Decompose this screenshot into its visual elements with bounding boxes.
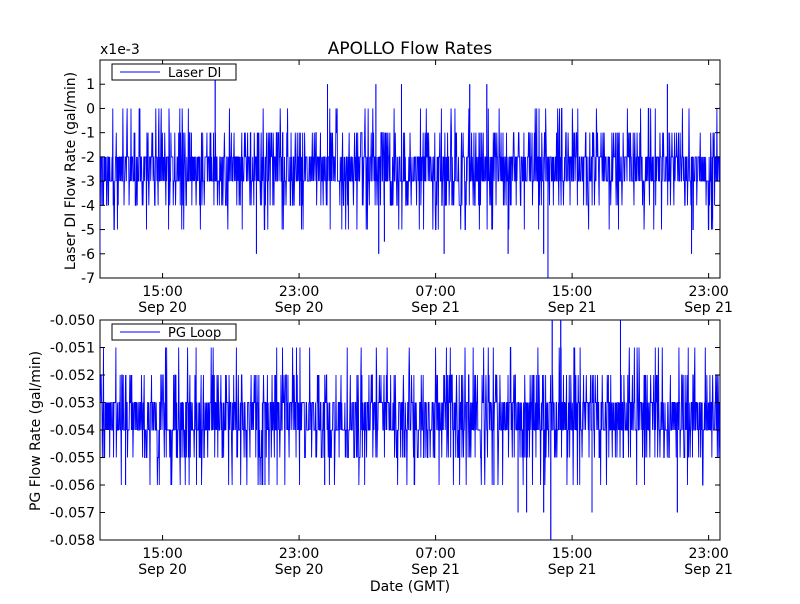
y-multiplier-label: x1e-3	[100, 42, 140, 58]
y-tick-label: 1	[86, 77, 95, 93]
chart-title: APOLLO Flow Rates	[328, 39, 493, 59]
legend-label: PG Loop	[168, 326, 221, 341]
x-tick-label-date: Sep 21	[411, 300, 460, 316]
x-tick-label-time: 23:00	[688, 284, 728, 300]
y-tick-label: -0.051	[50, 341, 95, 357]
y-tick-label: -0.056	[50, 478, 95, 494]
legend-box	[111, 323, 237, 341]
x-tick-label-date: Sep 21	[684, 562, 733, 578]
x-tick-label-time: 07:00	[415, 546, 455, 562]
x-tick-label-date: Sep 21	[684, 300, 733, 316]
y-tick-label: -3	[81, 174, 95, 190]
x-tick-label-date: Sep 21	[548, 300, 597, 316]
x-tick-label-time: 15:00	[142, 284, 182, 300]
x-tick-label-date: Sep 21	[411, 562, 460, 578]
x-axis-label: Date (GMT)	[370, 579, 450, 595]
x-tick-label-time: 23:00	[279, 284, 319, 300]
y-tick-label: -4	[81, 198, 95, 214]
y-axis-label-pg: PG Flow Rate (gal/min)	[28, 351, 44, 511]
x-tick-label-time: 15:00	[552, 284, 592, 300]
pg-loop-panel: -0.050 -0.051 -0.052 -0.053 -0.054 -0.055 -0.0…	[50, 313, 733, 578]
y-tick-label: -0.055	[50, 451, 95, 467]
y-tick-label: -6	[81, 247, 95, 263]
y-tick-label: -0.057	[50, 506, 95, 522]
x-tick-label-date: Sep 20	[275, 562, 324, 578]
legend: Laser DI	[111, 63, 237, 81]
x-tick-label-time: 15:00	[552, 546, 592, 562]
y-axis-label-laser: Laser DI Flow Rate (gal/min)	[63, 72, 79, 270]
y-tick-label: -0.050	[50, 313, 95, 329]
y-tick-label: -5	[81, 223, 95, 239]
legend: PG Loop	[111, 323, 237, 341]
legend-box	[111, 63, 237, 81]
x-tick-label-date: Sep 20	[138, 300, 187, 316]
x-tick-label-date: Sep 21	[548, 562, 597, 578]
x-tick-label-date: Sep 20	[138, 562, 187, 578]
x-tick-label-time: 23:00	[279, 546, 319, 562]
x-tick-label-date: Sep 20	[275, 300, 324, 316]
y-tick-label: 0	[86, 101, 95, 117]
y-tick-label: -2	[81, 150, 95, 166]
y-tick-label: -7	[81, 271, 95, 287]
x-tick-label-time: 07:00	[415, 284, 455, 300]
y-tick-label: -1	[81, 126, 95, 142]
series-line-laser-di	[100, 72, 720, 278]
y-tick-label: -0.054	[50, 423, 95, 439]
y-tick-label: -0.053	[50, 396, 95, 412]
x-tick-label-time: 23:00	[688, 546, 728, 562]
y-tick-label: -0.058	[50, 533, 95, 549]
legend-label: Laser DI	[168, 66, 221, 81]
x-tick-label-time: 15:00	[142, 546, 182, 562]
y-tick-label: -0.052	[50, 368, 95, 384]
